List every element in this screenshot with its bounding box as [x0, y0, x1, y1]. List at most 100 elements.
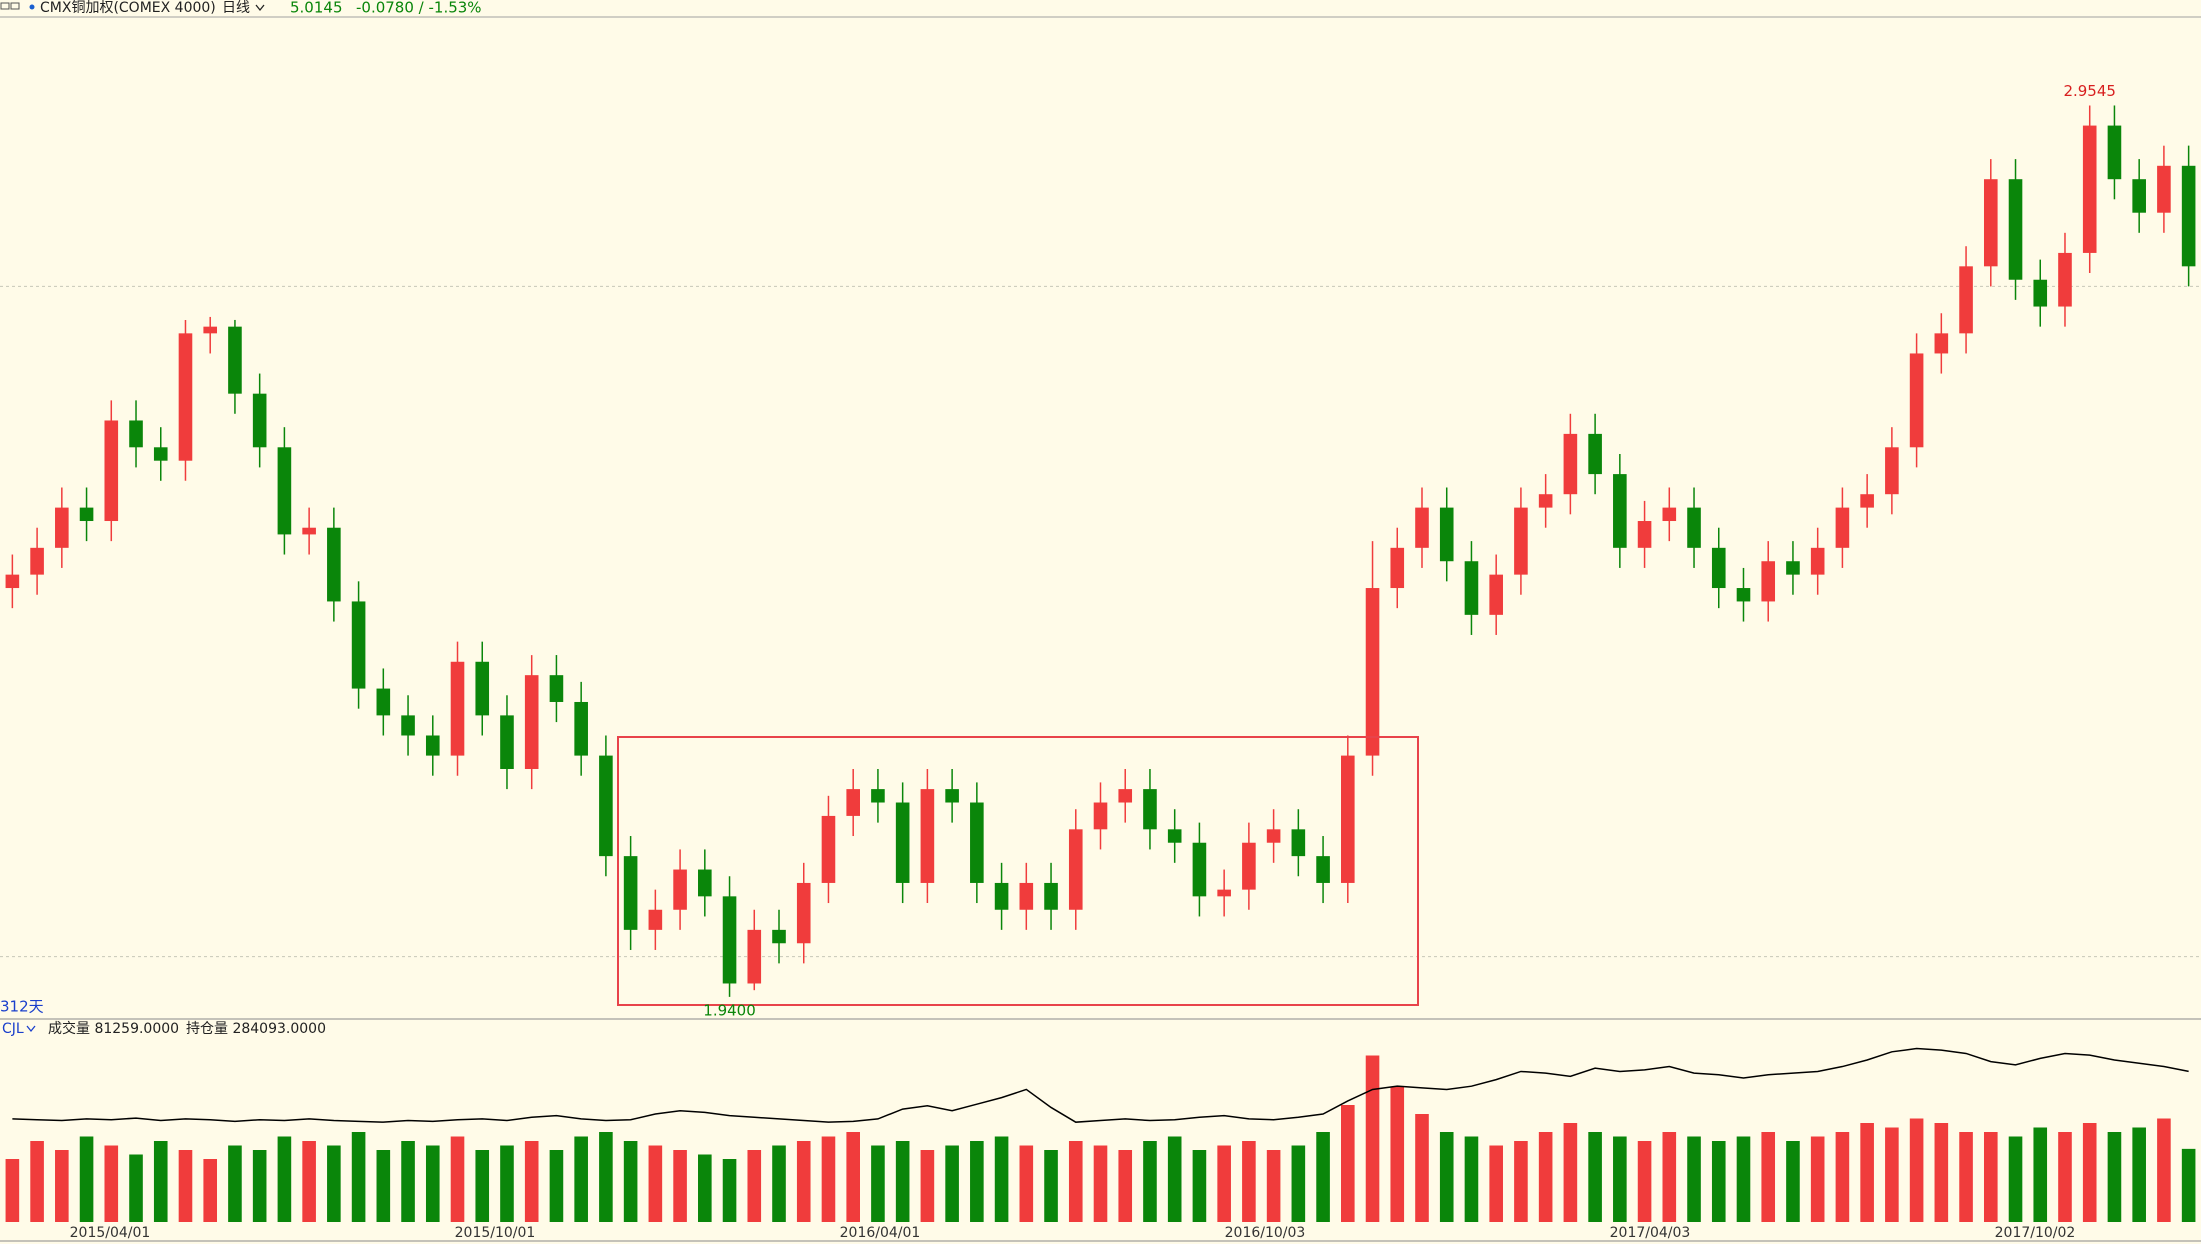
candle-body	[1860, 494, 1874, 508]
volume-bar	[178, 1150, 193, 1222]
grid	[0, 285, 2201, 958]
volume-bar	[648, 1145, 663, 1222]
volume-bar	[203, 1159, 218, 1222]
volume-bar	[1192, 1150, 1207, 1222]
volume-bar	[153, 1141, 168, 1222]
candle-body	[252, 393, 267, 448]
last-price: 5.0145	[290, 0, 343, 17]
candle-body	[1909, 353, 1924, 448]
candle-body	[1464, 561, 1479, 615]
volume-bar	[2132, 1127, 2146, 1222]
candle-body	[1365, 588, 1380, 756]
header-icon[interactable]	[0, 2, 10, 10]
volume-bar	[1613, 1136, 1627, 1222]
candle-body	[2082, 125, 2097, 253]
volume-bar	[846, 1132, 860, 1222]
candle-body	[376, 688, 391, 716]
candle-body	[5, 574, 20, 589]
candle-body	[920, 789, 935, 883]
max-label: 2.9545	[2063, 82, 2116, 100]
volume-bar	[1563, 1123, 1578, 1222]
volume-bar	[5, 1159, 20, 1222]
candle-body	[599, 755, 613, 857]
candle-body	[895, 802, 910, 883]
header-icon[interactable]	[10, 2, 20, 10]
volume-bar	[1415, 1114, 1429, 1222]
volume-bar	[1489, 1145, 1503, 1222]
candle-body	[1390, 547, 1405, 589]
volume-bar	[1093, 1145, 1108, 1222]
indicator-selector[interactable]: CJL	[2, 1021, 24, 1037]
volume-bar	[1687, 1136, 1701, 1222]
candle-body	[846, 789, 860, 816]
volume-bar	[698, 1154, 712, 1222]
candle-body	[55, 507, 69, 548]
candle-body	[2132, 179, 2146, 213]
price-change: -0.0780 / -1.53%	[356, 0, 482, 17]
volume-bar	[1316, 1132, 1330, 1222]
candle-body	[79, 507, 94, 522]
volume-bar	[30, 1141, 44, 1222]
candles	[5, 105, 2196, 997]
volume-bar	[796, 1141, 811, 1222]
volume-bar	[524, 1141, 539, 1222]
volume-bar	[1983, 1132, 1998, 1222]
period-selector[interactable]: 日线	[222, 0, 250, 16]
candle-body	[327, 527, 341, 602]
candle-body	[475, 661, 490, 716]
min-label: 1.9400	[703, 1001, 756, 1019]
volume-bar	[401, 1141, 415, 1222]
candle-body	[747, 929, 762, 984]
days-label: 312天	[0, 998, 44, 1016]
candle-body	[722, 896, 737, 984]
candle-body	[277, 447, 292, 535]
volume-bar	[1786, 1141, 1800, 1222]
candle-body	[1934, 333, 1949, 354]
candle-body	[1983, 179, 1998, 267]
volume-bar	[871, 1145, 885, 1222]
indicator-arrow[interactable]	[26, 1025, 36, 1033]
volume-bar	[55, 1150, 69, 1222]
candle-body	[994, 882, 1009, 910]
candle-body	[30, 547, 44, 575]
candle-body	[772, 929, 786, 944]
candle-body	[1613, 474, 1627, 548]
volume-bar	[920, 1150, 935, 1222]
candle-body	[1687, 507, 1701, 548]
volume-bar	[1637, 1141, 1652, 1222]
candle-body	[1118, 789, 1133, 803]
volume-bar	[2082, 1123, 2097, 1222]
volume-bar	[1934, 1123, 1949, 1222]
volume-bar	[895, 1141, 910, 1222]
candle-body	[2157, 165, 2171, 213]
volume-bar	[2058, 1132, 2072, 1222]
candle-body	[1167, 829, 1182, 843]
candle-body	[821, 815, 836, 883]
volume-bar	[327, 1145, 341, 1222]
volume-bar	[1044, 1150, 1058, 1222]
x-tick-label: 2015/04/01	[70, 1225, 151, 1241]
volume-bar	[1341, 1105, 1355, 1222]
candle-body	[1217, 889, 1231, 897]
candle-body	[1044, 882, 1058, 910]
volume-bar	[475, 1150, 490, 1222]
candle-body	[178, 333, 193, 461]
candle-body	[1143, 789, 1157, 830]
volume-bar	[104, 1145, 119, 1222]
period-arrow[interactable]	[255, 4, 265, 12]
candle-body	[450, 661, 465, 756]
candle-body	[1588, 433, 1602, 475]
instrument-title[interactable]: CMX铜加权(COMEX 4000)	[40, 0, 216, 16]
volume-bar	[599, 1132, 613, 1222]
candle-body	[1563, 433, 1578, 495]
candle-body	[302, 527, 316, 535]
candle-body	[1192, 842, 1207, 897]
candle-body	[500, 715, 514, 770]
volume-bar	[549, 1150, 564, 1222]
volume-bar	[1711, 1141, 1726, 1222]
volume-bar	[2033, 1127, 2048, 1222]
volume-bar	[1959, 1132, 1973, 1222]
volume-bar	[1464, 1136, 1479, 1222]
volume-bar	[277, 1136, 292, 1222]
volume-bar	[772, 1145, 786, 1222]
